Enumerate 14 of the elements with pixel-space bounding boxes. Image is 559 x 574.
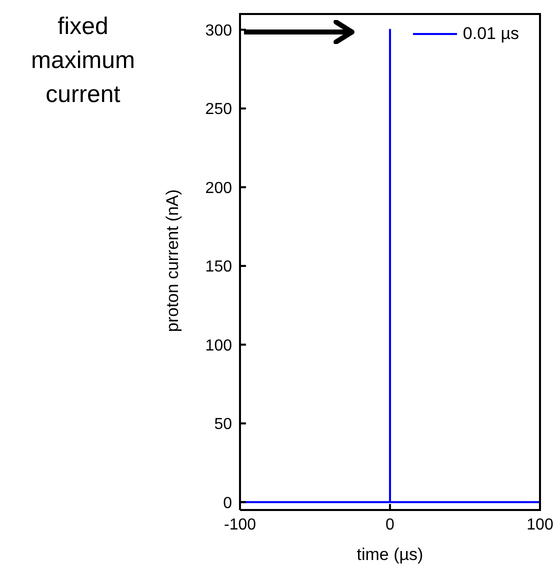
x-tick-label: 0 — [386, 516, 395, 534]
y-tick-label: 250 — [205, 101, 232, 118]
y-tick-label: 150 — [205, 258, 232, 276]
y-tick-label: 100 — [205, 337, 232, 354]
y-tick-label: 0 — [223, 494, 232, 512]
x-tick-label: 100 — [526, 516, 554, 534]
legend-label: 0.01 µs — [462, 24, 519, 44]
y-tick-label: 50 — [214, 416, 232, 434]
y-tick-label: 300 — [205, 22, 232, 40]
x-axis-title: time (µs) — [356, 545, 424, 564]
y-tick-label: 200 — [205, 180, 232, 197]
x-tick-label: -100 — [224, 516, 256, 534]
text: fixed maximum current — [30, 12, 136, 110]
y-axis-title: proton current (nA) — [163, 189, 182, 332]
